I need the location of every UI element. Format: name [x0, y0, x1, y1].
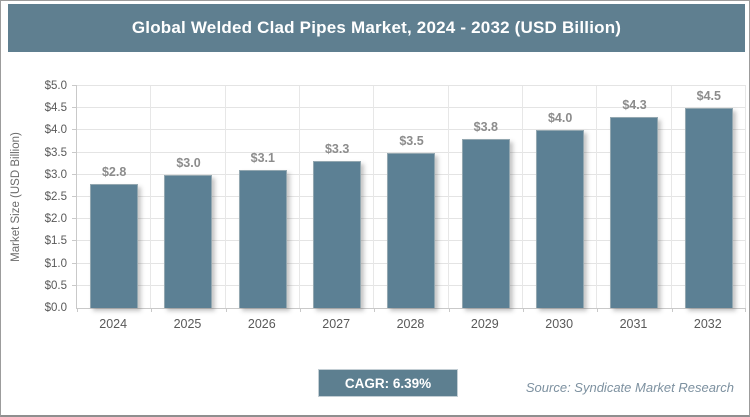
y-axis-tick-label: $5.0 [44, 80, 67, 92]
cagr-badge: CAGR: 6.39% [318, 369, 458, 397]
y-axis-tick-label: $2.0 [44, 213, 67, 226]
y-axis-tick-mark [72, 262, 77, 264]
vertical-gridline [150, 86, 152, 308]
bar [536, 130, 585, 308]
y-axis-tick-mark [72, 151, 77, 153]
x-axis-tick-mark [225, 308, 227, 312]
x-axis-tick-mark [745, 308, 746, 312]
y-axis-tick-label: $2.5 [44, 191, 67, 203]
y-axis-tick-mark [72, 196, 77, 197]
y-axis-tick-mark [72, 85, 77, 86]
x-axis-tick-mark [77, 308, 78, 312]
vertical-gridline [373, 86, 375, 308]
x-axis-category-label: 2030 [545, 317, 574, 331]
y-axis-tick-mark [72, 107, 77, 109]
horizontal-gridline [77, 85, 746, 86]
plot-area: $2.8 $3.0 $3.1 $3.3 $3.5 $3.8 $4.0 $4.3 $4.5 [72, 85, 746, 312]
x-axis-tick-mark [299, 308, 301, 312]
bar-column: $4.5 [672, 86, 746, 308]
bar [610, 117, 659, 308]
bar-column: $3.5 [374, 86, 448, 308]
horizontal-gridline [77, 107, 746, 109]
x-axis-category-label: 2029 [470, 317, 499, 331]
x-axis-category-label: 2032 [693, 317, 722, 331]
bar-value-label: $3.1 [250, 151, 275, 166]
y-axis-tick-label: $3.5 [44, 146, 67, 159]
x-axis-category-label: 2025 [173, 317, 202, 331]
bar [387, 152, 436, 308]
bar-column: $4.0 [523, 86, 597, 308]
bar-value-label: $3.8 [473, 120, 498, 135]
x-axis-category-label: 2031 [619, 317, 648, 331]
y-axis-tick-mark [72, 284, 77, 286]
bar [684, 108, 733, 308]
bar-value-label: $3.0 [176, 155, 201, 170]
vertical-gridline [745, 86, 746, 308]
y-axis-tick-mark [72, 173, 77, 175]
x-axis-category-label: 2024 [99, 317, 128, 331]
vertical-gridline [670, 86, 672, 308]
bar-value-label: $4.3 [622, 98, 647, 113]
y-axis-tick-label: $3.0 [44, 168, 67, 181]
vertical-gridline [521, 86, 523, 308]
bar-column: $3.0 [151, 86, 225, 308]
x-axis-category-label: 2028 [396, 317, 425, 331]
x-axis-tick-mark [522, 308, 524, 312]
bar [461, 139, 510, 308]
bar-column: $4.3 [597, 86, 671, 308]
bar-column: $3.8 [449, 86, 523, 308]
x-axis-category-label: 2027 [322, 317, 351, 331]
y-axis-tick-mark [72, 129, 77, 131]
y-axis-tick-mark [72, 218, 77, 220]
y-axis-tick-labels: $0.0 $0.5 $1.0 $1.5 $2.0 $2.5 $3.0 $3.5 $4.0 $4.5… [1, 80, 71, 314]
x-axis-labels: 2024 2025 2026 2027 2028 2029 2030 2031 2032 [76, 313, 745, 335]
x-axis-category-label: 2026 [247, 317, 276, 331]
x-axis-tick-mark [671, 308, 673, 312]
bar-column: $3.1 [226, 86, 300, 308]
y-axis-tick-label: $1.0 [44, 257, 67, 270]
bar [90, 183, 139, 308]
chart-title: Global Welded Clad Pipes Market, 2024 - … [131, 18, 622, 37]
x-axis-tick-mark [597, 308, 599, 312]
y-axis-tick-label: $4.5 [44, 102, 67, 115]
y-axis-tick-label: $0.5 [44, 279, 67, 292]
y-axis-tick-mark [72, 240, 77, 242]
bar-value-label: $3.3 [324, 142, 350, 157]
vertical-gridline [224, 86, 226, 308]
chart-title-bar: Global Welded Clad Pipes Market, 2024 - … [8, 4, 745, 52]
bar-column: $3.3 [300, 86, 374, 308]
bar [238, 170, 287, 308]
bar [313, 161, 362, 308]
bar-column: $2.8 [77, 86, 151, 308]
horizontal-gridline [77, 129, 746, 131]
horizontal-gridline [77, 151, 746, 153]
vertical-gridline [298, 86, 300, 308]
x-axis-tick-mark [374, 308, 376, 312]
vertical-gridline [447, 86, 449, 308]
y-axis-tick-label: $4.0 [44, 124, 67, 137]
bar-value-label: $2.8 [101, 164, 127, 179]
bar-value-label: $4.5 [696, 89, 721, 104]
y-axis-tick-label: $1.5 [44, 235, 67, 248]
y-axis-tick-label: $0.0 [44, 302, 67, 314]
bar-value-label: $4.0 [547, 111, 573, 126]
bar [164, 174, 213, 308]
vertical-gridline [596, 86, 598, 308]
bar-value-label: $3.5 [399, 133, 424, 148]
x-axis-tick-mark [448, 308, 450, 312]
source-text: Source: Syndicate Market Research [525, 380, 734, 395]
x-axis-tick-mark [151, 308, 153, 312]
